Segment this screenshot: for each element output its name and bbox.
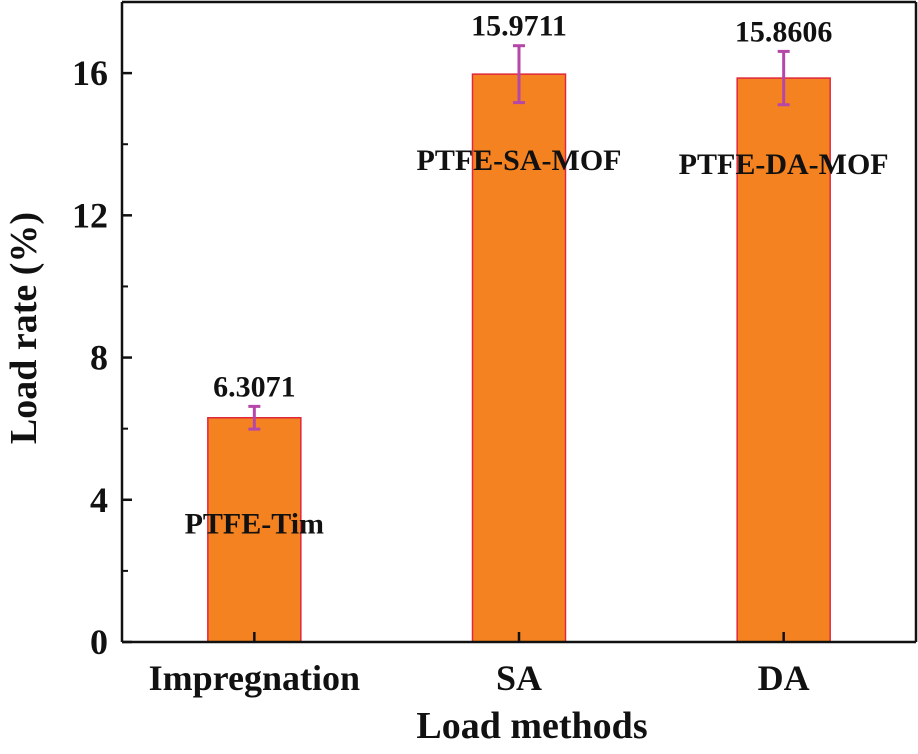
x-tick-label-da: DA xyxy=(758,658,810,698)
bar-annotation-impregnation: PTFE-Tim xyxy=(185,508,324,541)
error-bars-layer xyxy=(248,44,790,431)
y-tick-label-8: 8 xyxy=(90,338,108,378)
x-axis-title: Load methods xyxy=(416,705,647,747)
bar-impregnation xyxy=(207,416,302,643)
y-tick-label-0: 0 xyxy=(90,622,108,662)
bar-annotation-da: PTFE-DA-MOF xyxy=(679,148,889,181)
error-bar-da xyxy=(777,49,790,107)
y-tick-label-4: 4 xyxy=(90,480,108,520)
y-tick-label-12: 12 xyxy=(72,195,108,235)
x-tick-label-impregnation: Impregnation xyxy=(149,658,360,698)
x-tick-label-sa: SA xyxy=(496,658,542,698)
labels-layer: 0 4 8 12 16 Impregnation SA DA 6.3071 15.9711 15.8… xyxy=(72,10,889,698)
value-label-da: 15.8606 xyxy=(735,15,833,48)
bar-annotation-sa: PTFE-SA-MOF xyxy=(417,144,622,177)
error-bar-impregnation xyxy=(248,404,261,431)
y-tick-label-16: 16 xyxy=(72,53,108,93)
value-label-sa: 15.9711 xyxy=(471,10,567,43)
error-bar-sa xyxy=(513,44,525,105)
value-label-impregnation: 6.3071 xyxy=(213,370,296,403)
y-axis-title: Load rate (%) xyxy=(3,212,45,444)
bar-sa xyxy=(471,73,567,643)
axes-layer xyxy=(120,0,918,644)
